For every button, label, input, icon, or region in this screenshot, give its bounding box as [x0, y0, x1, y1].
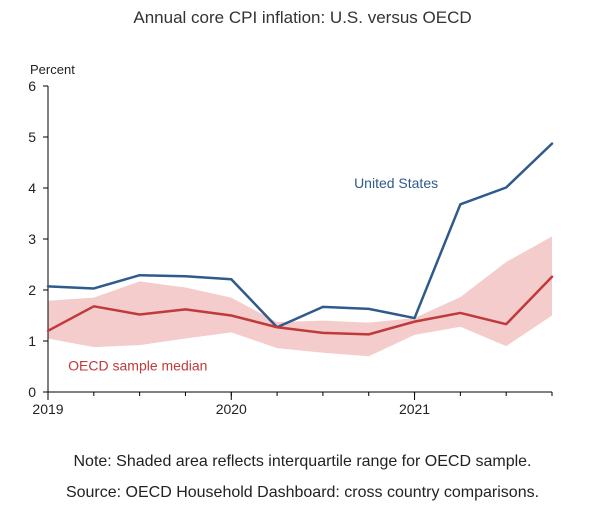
y-tick-label: 2: [28, 282, 36, 298]
series-label-1: OECD sample median: [68, 358, 207, 374]
interquartile-band-layer: [48, 236, 552, 357]
y-tick-label: 6: [28, 78, 36, 94]
series-label-0: United States: [354, 175, 438, 191]
series-layer: [46, 142, 554, 336]
series-line-1: [46, 275, 554, 336]
y-tick-label: 4: [28, 180, 36, 196]
note-source: Source: OECD Household Dashboard: cross …: [65, 484, 540, 501]
note-shaded-area: Note: Shaded area reflects interquartile…: [73, 453, 532, 470]
y-tick-label: 0: [28, 384, 36, 400]
x-tick-label: 2021: [399, 401, 430, 417]
y-tick-label: 3: [28, 231, 36, 247]
x-tick-label: 2020: [216, 401, 247, 417]
labels-layer: United States OECD sample median: [68, 175, 438, 374]
series-line-0: [46, 142, 554, 329]
y-axis-label: Percent: [30, 62, 75, 77]
y-tick-label: 5: [28, 129, 36, 145]
interquartile-range-band: [48, 236, 552, 357]
chart-title: Annual core CPI inflation: U.S. versus O…: [133, 8, 472, 27]
line-chart: 0 1 2 3 4 5 6 2019 2020 2021 United States OECD sa…: [28, 78, 554, 417]
x-tick-label: 2019: [32, 401, 63, 417]
axes-layer: 0 1 2 3 4 5 6 2019 2020 2021: [28, 78, 553, 417]
y-tick-label: 1: [28, 333, 36, 349]
